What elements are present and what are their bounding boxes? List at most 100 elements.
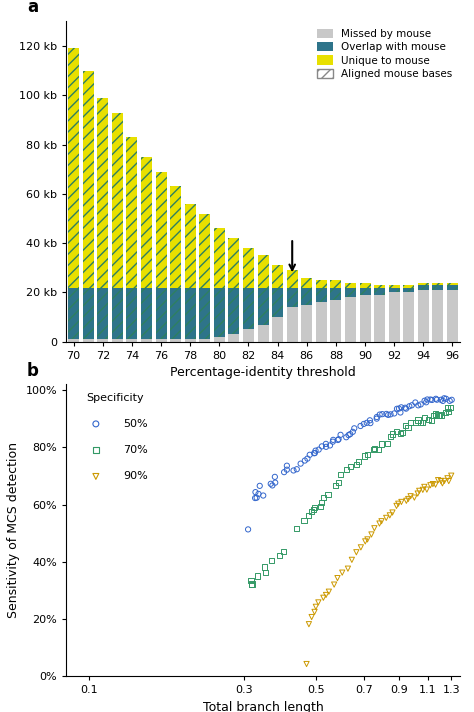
Point	[251, 493, 259, 504]
Point	[432, 393, 440, 404]
Point	[311, 501, 319, 513]
Bar	[389, 288, 400, 293]
Point	[305, 619, 313, 630]
Bar	[374, 285, 385, 295]
Bar	[316, 280, 327, 288]
Bar	[389, 293, 400, 342]
Bar	[243, 330, 254, 342]
Bar	[360, 283, 371, 295]
X-axis label: Total branch length: Total branch length	[203, 701, 323, 712]
Point	[384, 409, 392, 421]
Point	[315, 444, 322, 455]
Point	[348, 554, 356, 565]
Bar	[83, 70, 94, 288]
Bar	[83, 70, 94, 340]
Point	[411, 417, 419, 428]
Point	[337, 429, 344, 441]
Point	[401, 402, 409, 414]
Point	[387, 409, 394, 420]
Point	[420, 481, 428, 493]
Point	[369, 444, 377, 455]
Bar	[360, 283, 371, 288]
Point	[423, 484, 431, 496]
Point	[379, 409, 386, 420]
Bar	[214, 337, 225, 342]
Bar	[200, 340, 210, 342]
Point	[376, 518, 383, 529]
Bar	[403, 285, 414, 293]
Point	[436, 410, 443, 422]
Point	[366, 417, 374, 429]
Point	[393, 501, 401, 512]
Point	[329, 434, 337, 446]
Point	[427, 479, 434, 491]
Point	[352, 459, 360, 471]
Point	[283, 460, 291, 471]
Text: 70%: 70%	[123, 445, 148, 455]
Point	[364, 534, 371, 545]
Text: a: a	[27, 0, 38, 16]
Bar	[316, 303, 327, 342]
Point	[404, 422, 412, 434]
Bar	[360, 295, 371, 342]
Point	[343, 464, 351, 476]
Point	[322, 438, 330, 449]
Point	[344, 563, 352, 575]
Bar	[214, 229, 225, 288]
Bar	[112, 340, 123, 342]
Bar	[228, 335, 239, 342]
Bar	[127, 288, 137, 340]
Point	[421, 412, 428, 423]
Point	[424, 394, 431, 405]
Point	[349, 426, 356, 437]
Bar	[257, 325, 269, 342]
Point	[383, 408, 390, 419]
Point	[322, 590, 330, 601]
Point	[404, 493, 412, 505]
Bar	[272, 288, 283, 317]
Legend: Missed by mouse, Overlap with mouse, Unique to mouse, Aligned mouse bases: Missed by mouse, Overlap with mouse, Uni…	[315, 26, 455, 81]
Point	[447, 470, 455, 481]
Bar	[141, 340, 152, 342]
Point	[350, 423, 358, 434]
Point	[427, 394, 434, 405]
Bar	[68, 48, 79, 340]
Point	[275, 550, 283, 561]
Bar	[447, 283, 458, 285]
Bar	[214, 288, 225, 337]
Point	[360, 418, 367, 429]
Bar	[330, 300, 341, 342]
Bar	[403, 293, 414, 342]
Bar	[272, 266, 283, 288]
Bar	[83, 340, 94, 342]
Point	[292, 523, 300, 534]
Point	[305, 510, 312, 521]
Bar	[112, 288, 123, 340]
Bar	[360, 288, 371, 295]
Bar	[447, 283, 458, 290]
Point	[437, 476, 445, 487]
Point	[424, 414, 432, 425]
Point	[444, 473, 451, 484]
Point	[357, 542, 365, 553]
Point	[366, 414, 374, 426]
Point	[443, 402, 451, 414]
Point	[397, 407, 404, 418]
Point	[378, 438, 385, 449]
Bar	[97, 288, 108, 340]
Point	[346, 429, 354, 440]
Point	[248, 579, 255, 590]
Point	[387, 431, 394, 443]
Bar	[301, 288, 312, 305]
Point	[259, 490, 267, 501]
Bar	[228, 239, 239, 335]
Bar	[403, 285, 414, 288]
Point	[375, 444, 383, 455]
Point	[440, 392, 448, 404]
Bar	[257, 256, 269, 325]
Point	[368, 529, 375, 540]
Bar	[447, 285, 458, 290]
Bar	[127, 340, 137, 342]
Point	[272, 477, 279, 488]
Point	[342, 431, 350, 443]
